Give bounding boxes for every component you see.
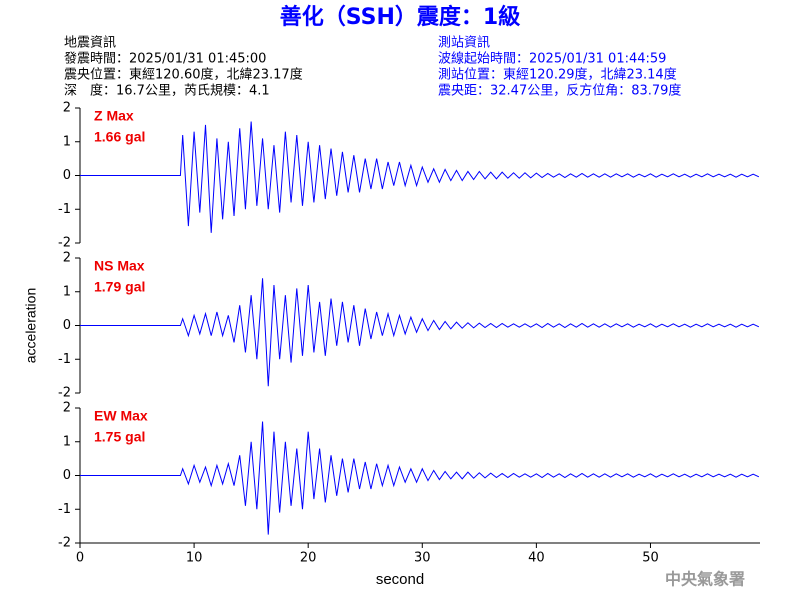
y-tick-label: 2 (63, 401, 71, 416)
x-tick-label: 50 (642, 551, 659, 566)
y-tick-label: 0 (63, 168, 71, 183)
y-tick-label: -1 (58, 202, 71, 217)
y-tick-label: -2 (58, 536, 71, 551)
annotation: 1.66 gal (94, 129, 145, 145)
y-tick-label: 2 (63, 101, 71, 116)
x-tick-label: 10 (186, 551, 203, 566)
annotation: Z Max (94, 108, 134, 124)
waveform (80, 421, 760, 535)
info-line: 震央位置：東經120.60度，北緯23.17度 (64, 67, 303, 83)
y-tick-label: 2 (63, 251, 71, 266)
watermark: 中央氣象署 (665, 570, 745, 589)
info-heading: 測站資訊 (438, 36, 490, 51)
y-tick-label: 0 (63, 468, 71, 483)
chart-title: 善化（SSH）震度：1級 (280, 4, 520, 30)
x-tick-label: 20 (300, 551, 317, 566)
y-axis-label: acceleration (23, 288, 39, 364)
y-tick-label: 1 (63, 134, 71, 149)
info-line: 測站位置：東經120.29度，北緯23.14度 (438, 67, 677, 83)
info-line: 波線起始時間：2025/01/31 01:44:59 (438, 51, 666, 67)
y-tick-label: 1 (63, 434, 71, 449)
y-tick-label: -2 (58, 236, 71, 251)
waveform (80, 121, 760, 233)
y-tick-label: -1 (58, 502, 71, 517)
annotation: 1.79 gal (94, 279, 145, 295)
y-tick-label: -2 (58, 386, 71, 401)
info-line: 震央距：32.47公里，反方位角：83.79度 (438, 83, 681, 99)
y-tick-label: -1 (58, 352, 71, 367)
annotation: 1.75 gal (94, 429, 145, 445)
info-line: 深 度：16.7公里，芮氏規模：4.1 (64, 83, 270, 99)
x-tick-label: 40 (528, 551, 545, 566)
y-tick-label: 1 (63, 284, 71, 299)
annotation: EW Max (94, 408, 148, 424)
info-heading: 地震資訊 (64, 36, 116, 51)
waveform (80, 278, 760, 387)
x-tick-label: 30 (414, 551, 431, 566)
x-axis-label: second (376, 571, 424, 588)
info-line: 發震時間：2025/01/31 01:45:00 (64, 52, 266, 67)
y-tick-label: 0 (63, 318, 71, 333)
x-tick-label: 0 (76, 551, 84, 566)
annotation: NS Max (94, 258, 145, 274)
